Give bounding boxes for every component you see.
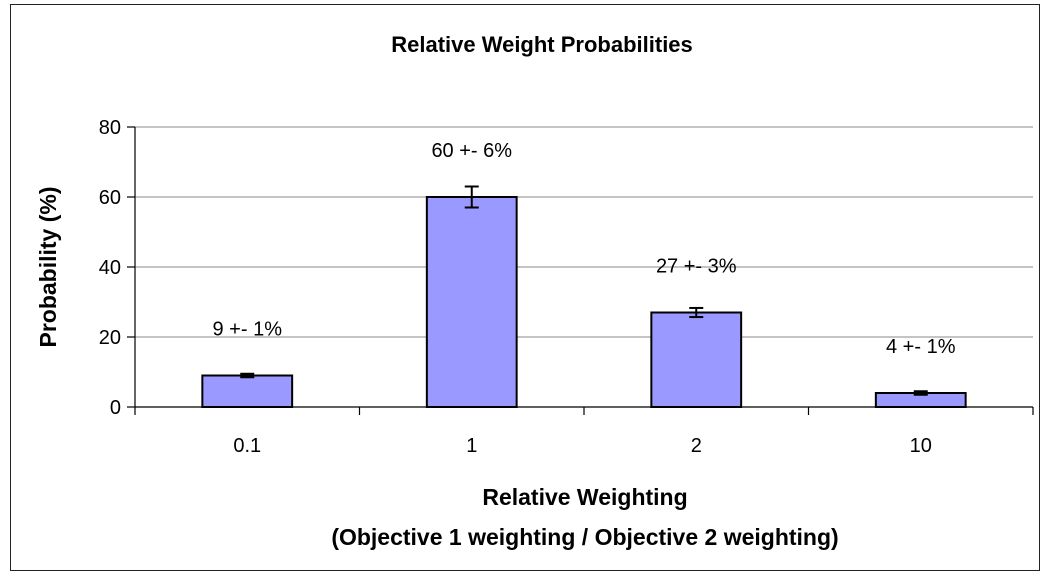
y-tick-label: 60 xyxy=(99,187,121,209)
chart-title: Relative Weight Probabilities xyxy=(391,32,693,57)
labels: 0 20 40 60 80 9 +- 1% 0.1 60 +- 6% 1 27 +- 3% 2 4 +… xyxy=(99,117,956,457)
gridlines xyxy=(135,126,1033,338)
x-tick-label: 1 xyxy=(466,435,477,457)
data-label: 60 +- 6% xyxy=(431,140,512,162)
y-tick-label: 20 xyxy=(99,327,121,349)
bar xyxy=(201,374,294,408)
bars xyxy=(201,185,967,408)
y-tick-label: 0 xyxy=(110,397,121,419)
data-label: 4 +- 1% xyxy=(886,336,956,358)
bar xyxy=(425,196,518,408)
chart-frame xyxy=(10,4,1040,571)
axes xyxy=(127,126,1034,415)
x-axis-title: Relative Weighting xyxy=(482,484,687,510)
x-axis-title-line2: (Objective 1 weighting / Objective 2 wei… xyxy=(331,524,838,550)
y-tick-label: 80 xyxy=(99,117,121,139)
bar xyxy=(650,311,743,408)
y-axis-title: Probability (%) xyxy=(35,186,61,347)
data-label: 27 +- 3% xyxy=(656,256,737,278)
y-tick-label: 40 xyxy=(99,257,121,279)
x-tick-label: 10 xyxy=(910,435,932,457)
data-label: 9 +- 1% xyxy=(213,319,283,341)
x-tick-label: 2 xyxy=(691,435,702,457)
x-tick-label: 0.1 xyxy=(233,435,261,457)
